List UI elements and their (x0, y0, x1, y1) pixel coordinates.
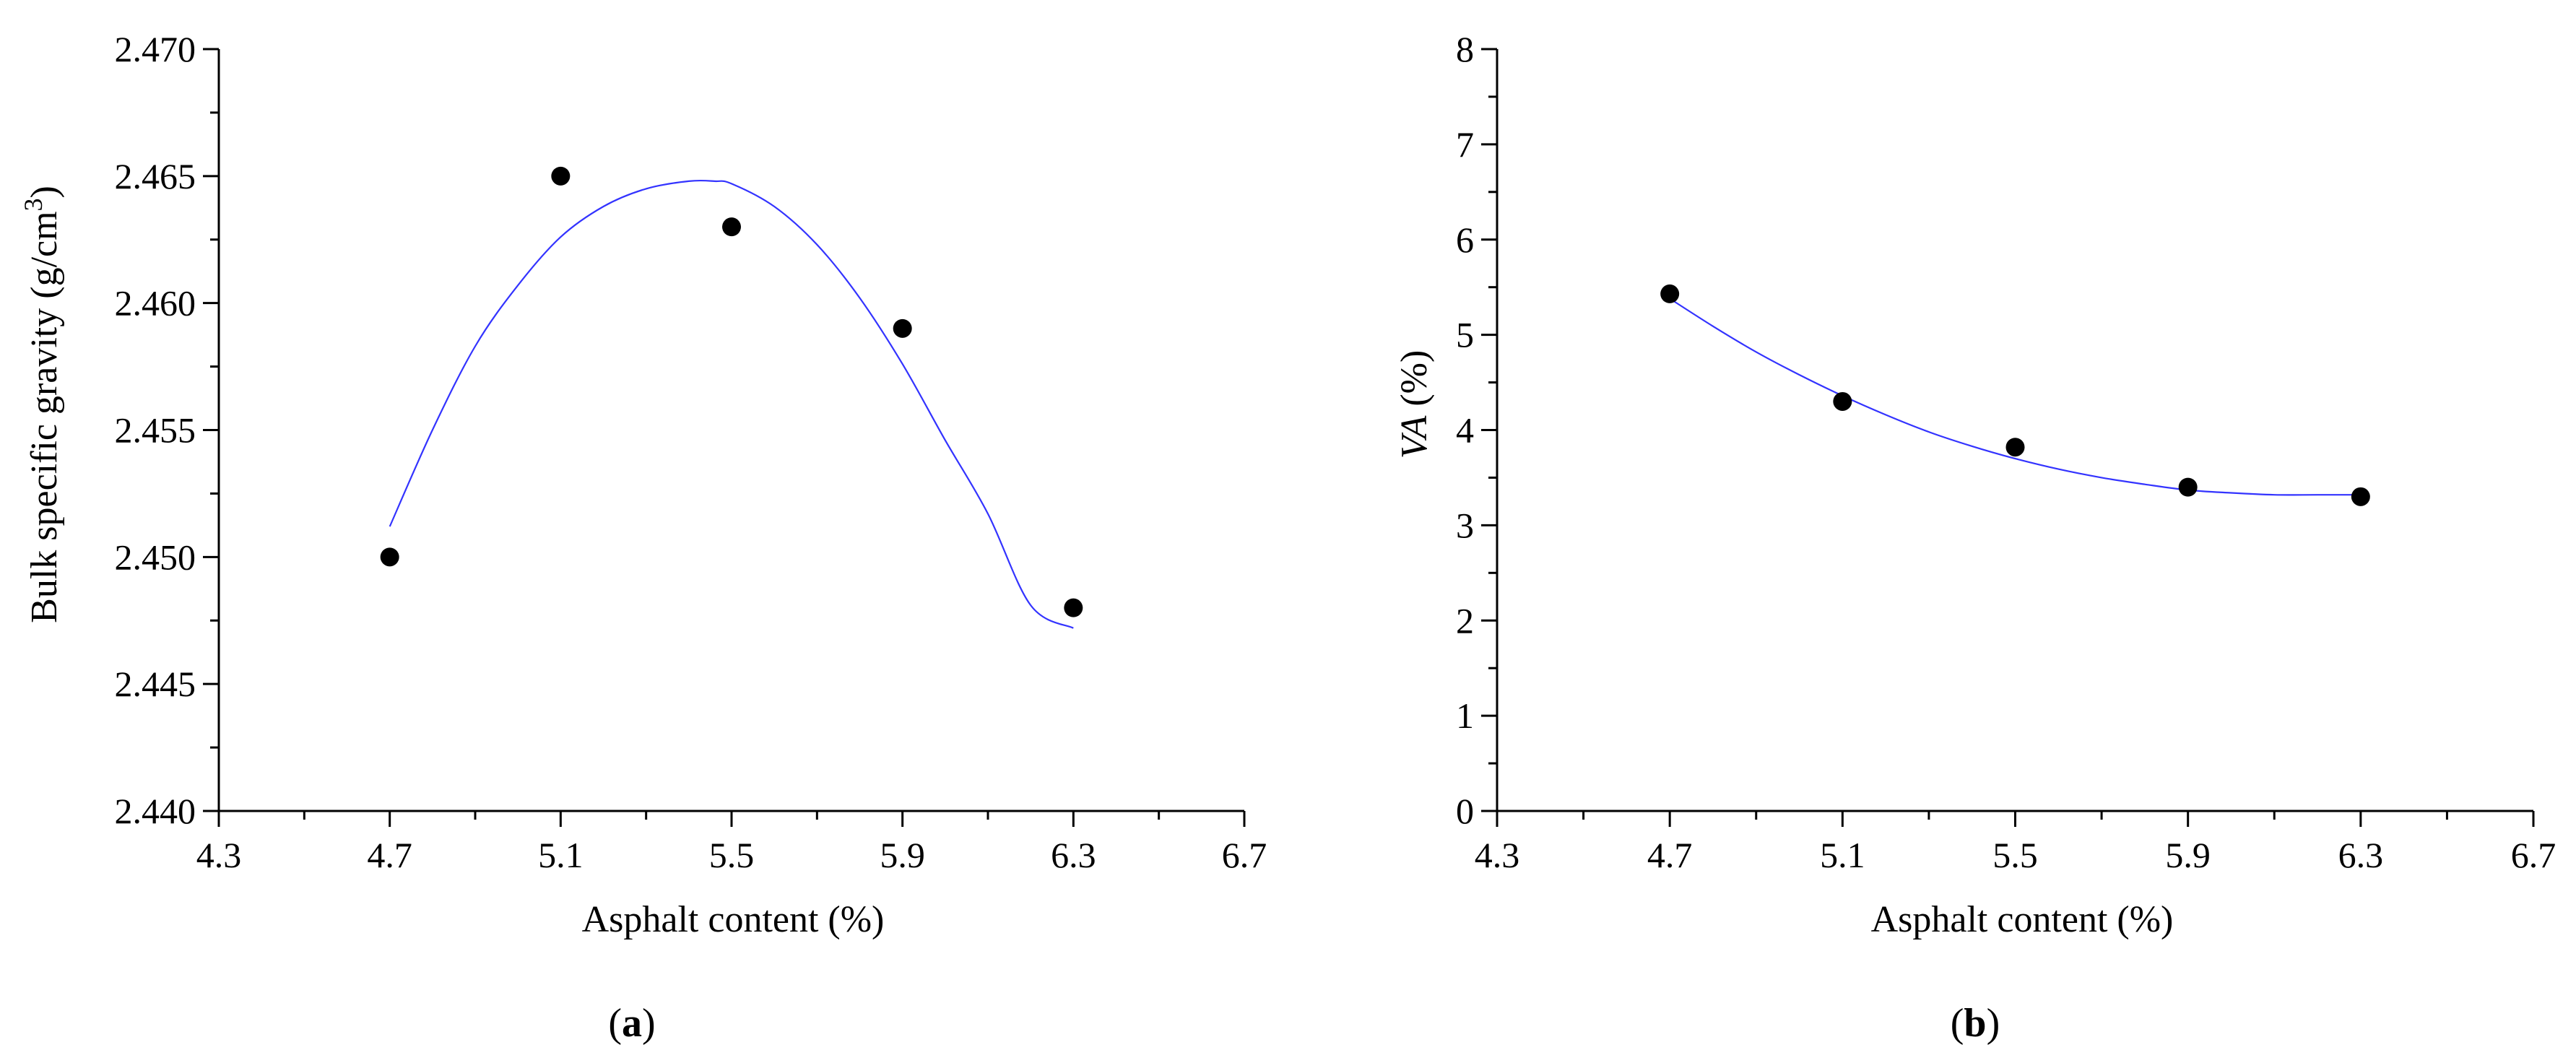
panel-b-x-tick-label: 6.7 (2511, 835, 2557, 875)
panel-a-y-tick-label: 2.455 (115, 410, 196, 451)
panel-a-axes (217, 49, 1244, 812)
panel-a-x-tick-label: 5.1 (538, 835, 584, 875)
panel-a-data-point (551, 166, 571, 186)
panel-b-data-point (2351, 487, 2370, 506)
panel-b-points (1660, 284, 2370, 506)
panel-a-data-point (1064, 598, 1083, 617)
panel-b-x-tick-label: 4.7 (1647, 835, 1693, 875)
panel-a-data-point (380, 547, 399, 567)
panel-b-y-axis-title-tail: (%) (1394, 350, 1435, 416)
panel-a-y-tick-label: 2.470 (115, 29, 196, 69)
panel-a-y-tick-label: 2.445 (115, 664, 196, 704)
panel-b-y-tick-label: 2 (1456, 600, 1474, 641)
panel-b-y-tick-label: 8 (1456, 29, 1474, 69)
panel-b-x-tick-label: 6.3 (2338, 835, 2384, 875)
panel-a-y-axis-title-main: Bulk specific gravity (g/cm (24, 211, 65, 622)
panel-a-y-axis-title-tail: ) (24, 186, 65, 198)
panel-b-label: (b) (1951, 1001, 2000, 1046)
panel-a-label-letter: a (622, 1001, 642, 1046)
panel-b-x-tick-label: 5.9 (2165, 835, 2211, 875)
panel-a-x-axis-title: Asphalt content (%) (582, 899, 885, 940)
panel-a-data-point (722, 217, 741, 237)
panel-b-x-tick-label: 5.1 (1820, 835, 1865, 875)
panel-b-ticks (1481, 48, 2535, 827)
panel-a-y-tick-label: 2.465 (115, 156, 196, 196)
panel-a-tick-labels: 4.3 4.7 5.1 5.5 5.9 6.3 6.7 2.440 2.445 2.450 2.45… (115, 29, 1267, 875)
panel-b-y-tick-label: 1 (1456, 695, 1474, 736)
panel-a-points (380, 166, 1083, 617)
panel-b-data-point (1660, 284, 1680, 303)
panel-a-x-tick-label: 4.3 (196, 835, 242, 875)
panel-b-y-tick-label: 4 (1456, 410, 1474, 451)
panel-b-x-tick-label: 4.3 (1475, 835, 1520, 875)
panel-a-x-tick-label: 6.3 (1051, 835, 1096, 875)
panel-b: 4.3 4.7 5.1 5.5 5.9 6.3 6.7 0 1 2 3 4 5 6 7 8 Asphalt c… (1394, 29, 2556, 1046)
panel-a-y-tick-label: 2.460 (115, 283, 196, 324)
panel-b-y-tick-label: 3 (1456, 505, 1474, 545)
panel-a-label: (a) (608, 1001, 655, 1046)
panel-a-x-tick-label: 5.5 (709, 835, 755, 875)
panel-b-data-point (2005, 438, 2025, 457)
panel-b-y-tick-label: 7 (1456, 124, 1474, 165)
panel-b-y-tick-label: 5 (1456, 315, 1474, 355)
panel-a-y-tick-label: 2.450 (115, 537, 196, 577)
panel-a-x-tick-label: 4.7 (367, 835, 412, 875)
panel-a-x-tick-label: 5.9 (880, 835, 925, 875)
panel-b-y-tick-label: 6 (1456, 220, 1474, 260)
panel-a-y-axis-title: Bulk specific gravity (g/cm3) (19, 186, 65, 623)
panel-a-x-tick-label: 6.7 (1222, 835, 1267, 875)
panel-b-label-letter: b (1964, 1001, 1986, 1046)
panel-b-x-axis-title: Asphalt content (%) (1871, 899, 2174, 940)
panel-b-y-tick-label: 0 (1456, 791, 1474, 831)
panel-b-data-point (2178, 477, 2198, 497)
panel-a-fit-curve (389, 179, 1074, 629)
panel-a-data-point (893, 318, 912, 338)
panel-b-y-axis-title-italic: VA (1394, 415, 1435, 459)
panel-b-data-point (1833, 391, 1852, 411)
panel-b-x-tick-label: 5.5 (1992, 835, 2038, 875)
panel-b-y-axis-title: VA (%) (1394, 350, 1435, 459)
panel-b-fit-curve (1669, 298, 2361, 496)
panel-a-fit-curve-group (389, 179, 1074, 629)
panel-b-axes (1496, 49, 2533, 812)
panel-b-tick-labels: 4.3 4.7 5.1 5.5 5.9 6.3 6.7 0 1 2 3 4 5 6 7 8 (1456, 29, 2556, 875)
panel-a-y-tick-label: 2.440 (115, 791, 196, 831)
panel-b-fit-curve-group (1669, 298, 2361, 496)
panel-a: 4.3 4.7 5.1 5.5 5.9 6.3 6.7 2.440 2.445 2.450 2.45… (19, 29, 1267, 1046)
panel-a-ticks (203, 48, 1246, 827)
panel-a-y-axis-title-superscript: 3 (19, 198, 48, 211)
